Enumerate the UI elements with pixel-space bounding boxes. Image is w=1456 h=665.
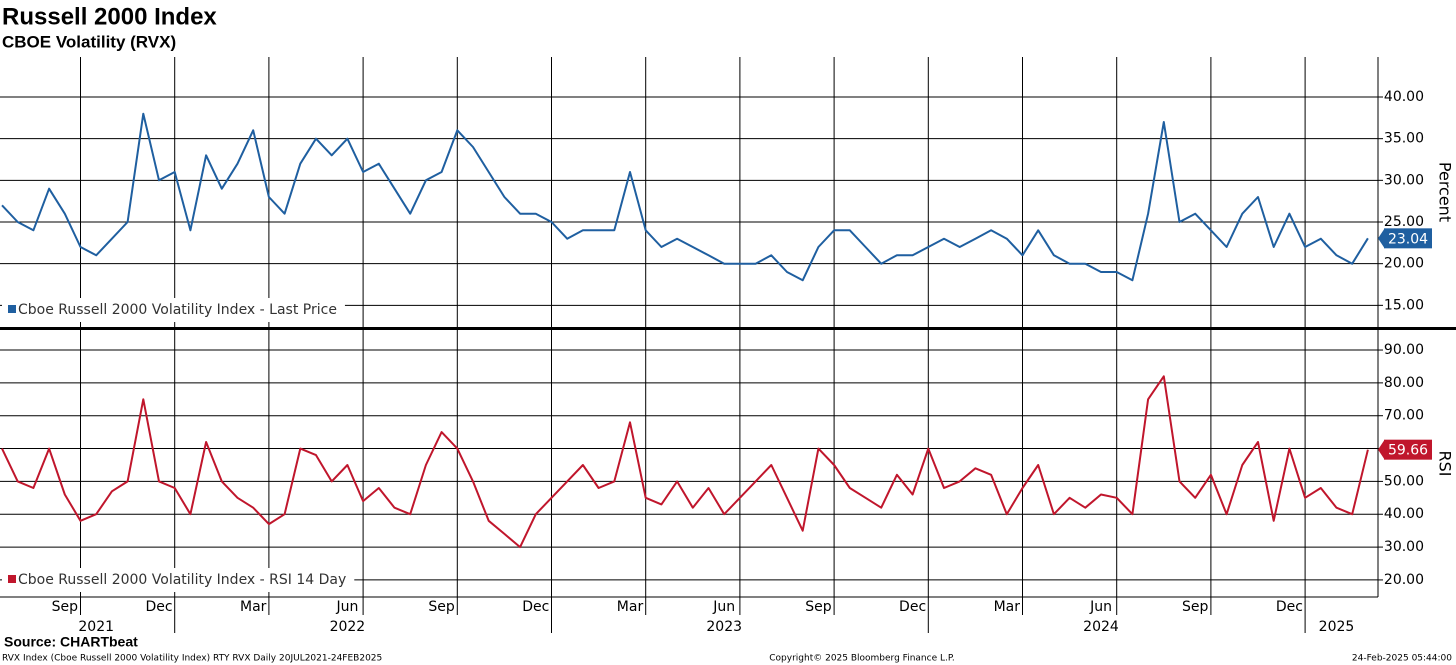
y-tick-label: 40.00 [1384, 89, 1424, 105]
last-value-pointer [1378, 440, 1384, 459]
chart-title: Russell 2000 Index [2, 3, 217, 30]
legend-swatch [8, 575, 16, 583]
y-axis-title: RSI [1436, 451, 1455, 477]
x-tick-label: Mar [994, 599, 1021, 615]
x-year-label: 2023 [706, 619, 742, 635]
x-tick-label: Jun [335, 599, 358, 615]
footer-left: RVX Index (Cboe Russell 2000 Volatility … [2, 654, 382, 664]
y-tick-label: 35.00 [1384, 131, 1424, 147]
legend-label: Cboe Russell 2000 Volatility Index - RSI… [18, 572, 346, 588]
last-value-box [1384, 439, 1432, 460]
footer-right: 24-Feb-2025 05:44:00 [1352, 654, 1452, 664]
x-year-label: 2024 [1083, 619, 1119, 635]
y-tick-label: 80.00 [1384, 375, 1424, 391]
x-tick-label: Sep [805, 599, 832, 615]
x-tick-label: Dec [899, 599, 926, 615]
y-tick-label: 30.00 [1384, 172, 1424, 188]
x-tick-label: Sep [428, 599, 455, 615]
legend-box [2, 568, 355, 592]
y-tick-label: 15.00 [1384, 297, 1424, 313]
legend: Cboe Russell 2000 Volatility Index - RSI… [2, 568, 355, 592]
last-value-label: 23.04 [1388, 231, 1428, 247]
source: Source: CHARTbeat [4, 634, 138, 650]
y-tick-label: 90.00 [1384, 342, 1424, 358]
x-tick-label: Dec [145, 599, 172, 615]
x-tick-label: Dec [1276, 599, 1303, 615]
x-tick-label: Jun [1089, 599, 1112, 615]
x-tick-label: Jun [712, 599, 735, 615]
x-tick-label: Mar [617, 599, 644, 615]
last-value-label: 59.66 [1388, 443, 1428, 459]
x-tick-label: Dec [522, 599, 549, 615]
y-tick-label: 25.00 [1384, 214, 1424, 230]
y-tick-label: 20.00 [1384, 256, 1424, 272]
chart-subtitle: CBOE Volatility (RVX) [2, 32, 176, 51]
x-tick-label: Sep [52, 599, 79, 615]
last-value-pointer [1378, 229, 1384, 248]
footer-center: Copyright© 2025 Bloomberg Finance L.P. [769, 654, 954, 664]
x-year-label: 2021 [78, 619, 114, 635]
y-tick-label: 50.00 [1384, 473, 1424, 489]
y-tick-label: 70.00 [1384, 408, 1424, 424]
y-tick-label: 20.00 [1384, 572, 1424, 588]
x-year-label: 2022 [330, 619, 366, 635]
x-year-label: 2025 [1319, 619, 1355, 635]
legend-box [2, 298, 345, 322]
x-tick-label: Sep [1182, 599, 1209, 615]
y-tick-label: 30.00 [1384, 539, 1424, 555]
y-axis-title: Percent [1436, 162, 1455, 222]
y-tick-label: 40.00 [1384, 506, 1424, 522]
legend: Cboe Russell 2000 Volatility Index - Las… [2, 298, 345, 322]
x-tick-label: Mar [240, 599, 267, 615]
last-value-box [1384, 228, 1432, 249]
legend-swatch [8, 305, 16, 313]
legend-label: Cboe Russell 2000 Volatility Index - Las… [18, 302, 337, 318]
series-line [1, 112, 1369, 282]
series-line [1, 375, 1369, 549]
